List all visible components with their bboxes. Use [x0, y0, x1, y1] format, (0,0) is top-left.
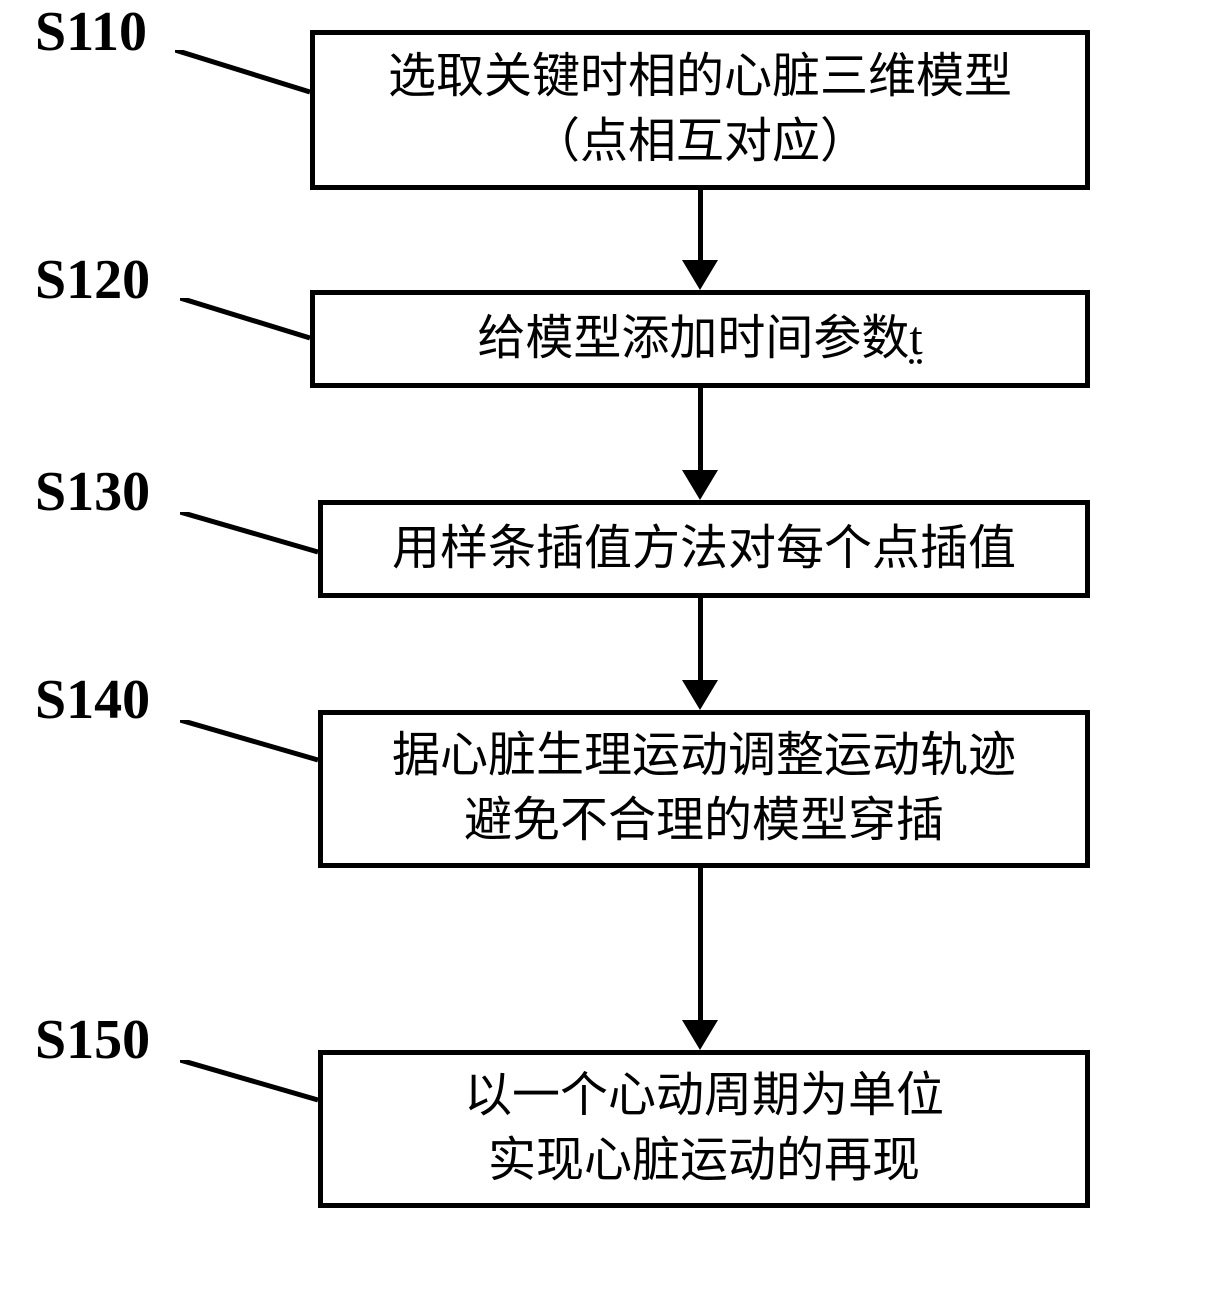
step-text-line: 用样条插值方法对每个点插值: [392, 522, 1016, 575]
leader-line-s140: [180, 720, 323, 765]
step-label-s150: S150: [35, 1008, 150, 1072]
arrow-line: [698, 388, 703, 472]
step-text-line: （点相互对应）: [532, 115, 868, 168]
step-box-s110: 选取关键时相的心脏三维模型 （点相互对应）: [310, 30, 1090, 190]
step-box-text: 给模型添加时间参数t: [477, 307, 922, 372]
step-box-s130: 用样条插值方法对每个点插值: [318, 500, 1090, 598]
arrow-head-icon: [682, 680, 718, 710]
step-box-s120: 给模型添加时间参数t: [310, 290, 1090, 388]
step-box-text: 选取关键时相的心脏三维模型 （点相互对应）: [388, 45, 1012, 175]
step-box-text: 据心脏生理运动调整运动轨迹 避免不合理的模型穿插: [392, 724, 1016, 854]
step-label-s110: S110: [35, 0, 147, 64]
step-text-line: 以一个心动周期为单位: [464, 1069, 944, 1122]
step-param: t: [909, 312, 922, 365]
leader-line-s120: [180, 298, 315, 343]
arrow-line: [698, 190, 703, 262]
step-text-line: 据心脏生理运动调整运动轨迹: [392, 729, 1016, 782]
step-text-line: 给模型添加时间参数: [477, 312, 909, 365]
arrow-head-icon: [682, 470, 718, 500]
leader-line-s110: [175, 50, 315, 95]
step-text-line: 选取关键时相的心脏三维模型: [388, 50, 1012, 103]
step-box-s140: 据心脏生理运动调整运动轨迹 避免不合理的模型穿插: [318, 710, 1090, 868]
step-label-s130: S130: [35, 460, 150, 524]
step-box-text: 以一个心动周期为单位 实现心脏运动的再现: [464, 1064, 944, 1194]
flowchart-diagram: S110 选取关键时相的心脏三维模型 （点相互对应） S120 给模型添加时间参…: [0, 0, 1225, 1307]
step-label-s140: S140: [35, 668, 150, 732]
arrow-line: [698, 868, 703, 1022]
arrow-line: [698, 598, 703, 682]
step-box-text: 用样条插值方法对每个点插值: [392, 517, 1016, 582]
leader-line-s150: [180, 1060, 323, 1105]
step-text-line: 避免不合理的模型穿插: [464, 794, 944, 847]
arrow-head-icon: [682, 260, 718, 290]
arrow-head-icon: [682, 1020, 718, 1050]
step-box-s150: 以一个心动周期为单位 实现心脏运动的再现: [318, 1050, 1090, 1208]
step-label-s120: S120: [35, 248, 150, 312]
leader-line-s130: [180, 512, 323, 557]
step-text-line: 实现心脏运动的再现: [488, 1134, 920, 1187]
